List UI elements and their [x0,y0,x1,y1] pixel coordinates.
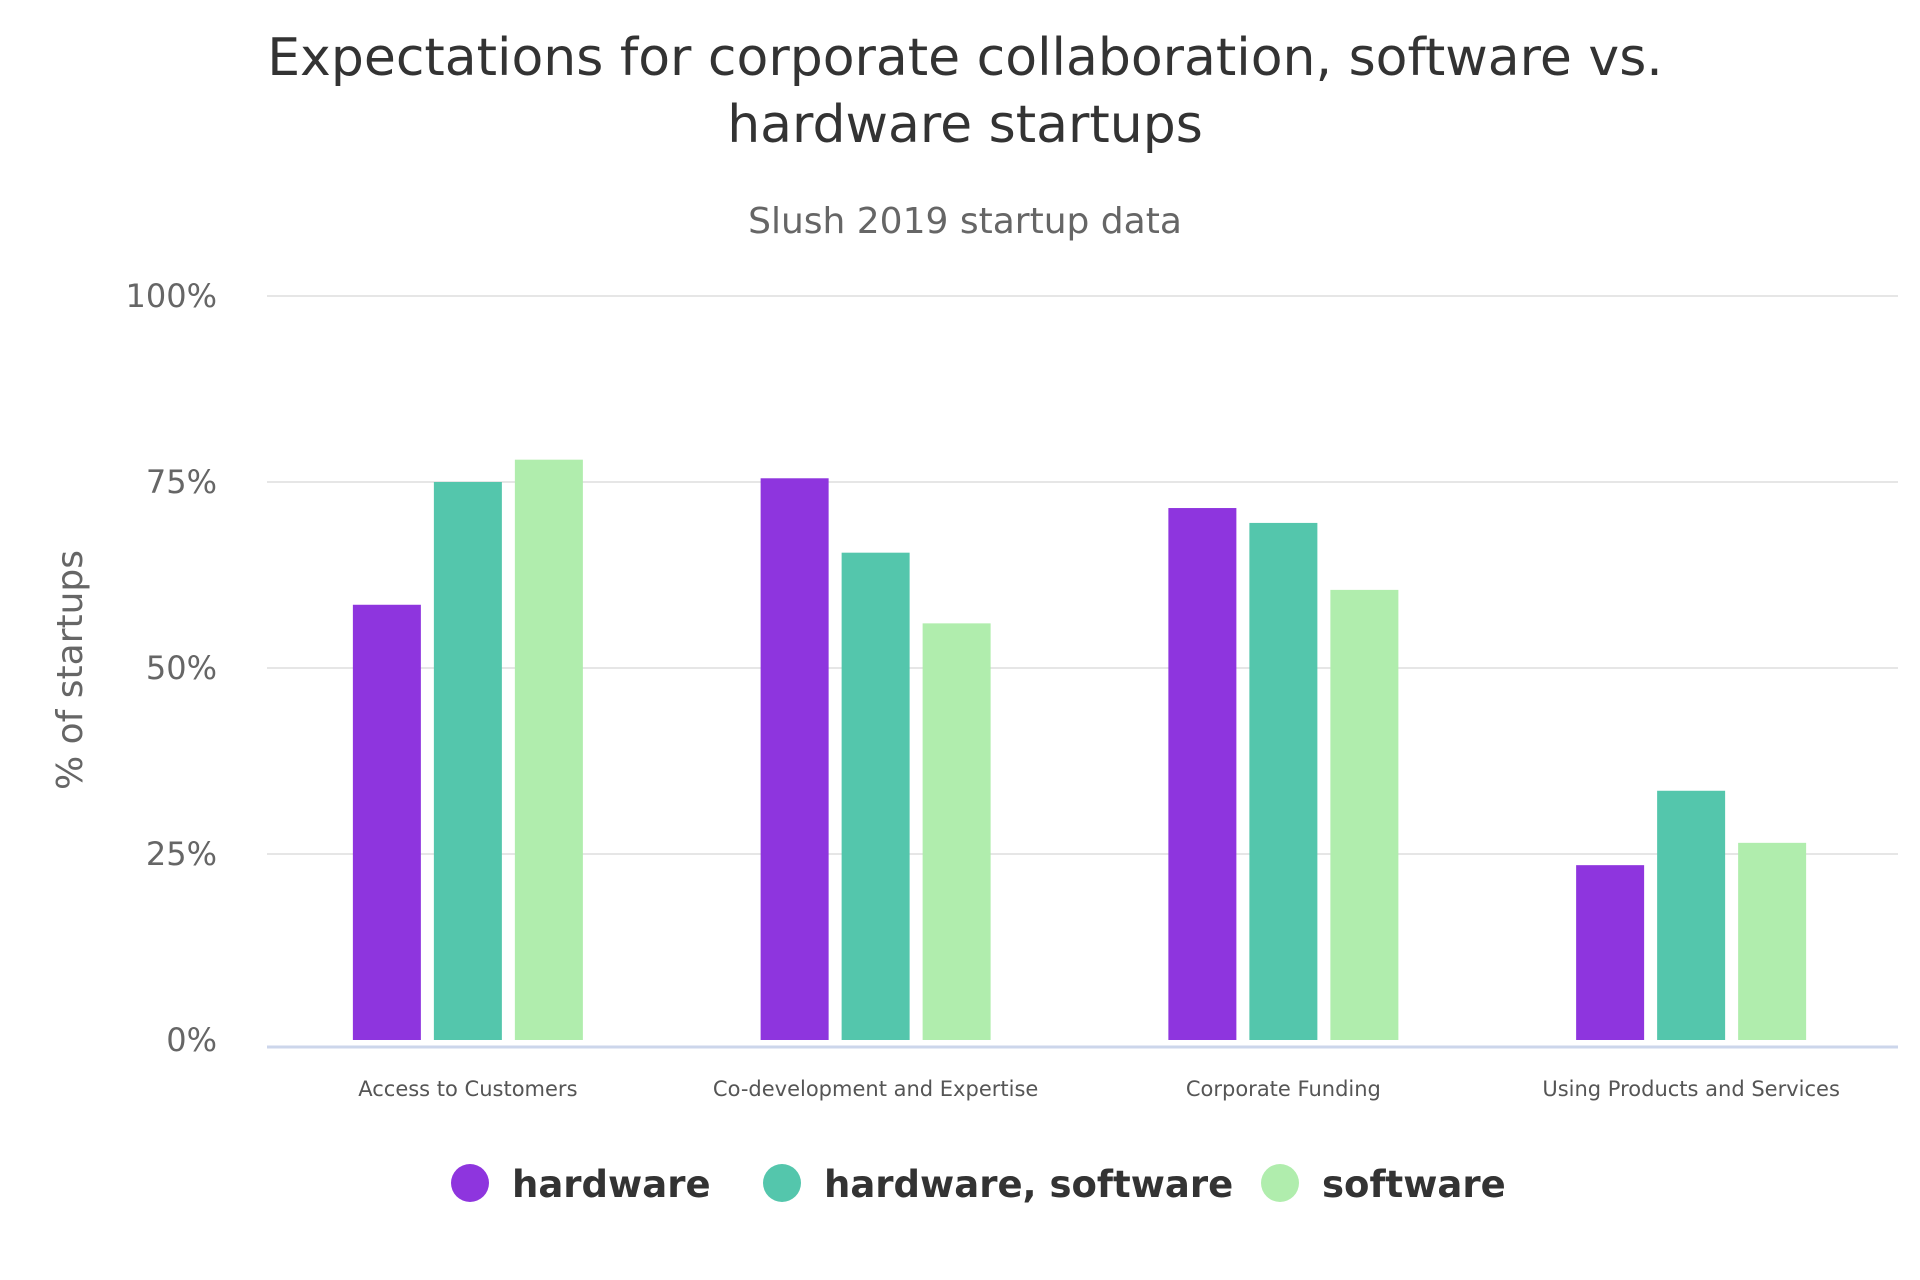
chart-title: Expectations for corporate collaboration… [267,28,1663,155]
x-tick-label: Using Products and Services [1542,1077,1840,1101]
legend-item[interactable]: software [1261,1163,1506,1206]
y-tick-label: 50% [146,649,217,687]
bar-software-4 [1738,842,1807,1040]
bar-hardware-software-4 [1657,790,1726,1040]
x-tick-label: Corporate Funding [1186,1077,1381,1101]
y-tick-label: 75% [146,463,217,501]
y-tick-label: 0% [166,1021,217,1059]
chart-title-line-2: hardware startups [727,95,1203,155]
bar-hardware-4 [1576,865,1645,1040]
bar-hardware-software-3 [1249,522,1318,1040]
legend: hardware hardware, software software [451,1163,1506,1206]
y-gridlines [267,295,1898,855]
x-axis-ticks: Access to Customers Co-development and Ex… [358,1077,1840,1101]
legend-swatch [1261,1164,1299,1202]
legend-item[interactable]: hardware, software [763,1163,1233,1206]
legend-label: hardware [512,1163,711,1206]
bar-software-2 [922,623,991,1040]
x-tick-label: Co-development and Expertise [713,1077,1038,1101]
bars [352,459,1807,1040]
chart-subtitle: Slush 2019 startup data [748,201,1182,242]
y-tick-label: 100% [126,277,217,315]
legend-label: hardware, software [824,1163,1233,1206]
legend-item[interactable]: hardware [451,1163,711,1206]
y-axis-label: % of startups [50,550,91,790]
bar-software-3 [1330,589,1399,1040]
legend-swatch [451,1164,489,1202]
bar-software-1 [514,459,583,1040]
x-tick-label: Access to Customers [358,1077,577,1101]
legend-label: software [1322,1163,1506,1206]
bar-hardware-3 [1168,508,1237,1040]
bar-hardware-software-2 [841,552,910,1040]
bar-hardware-software-1 [433,482,502,1040]
chart-title-line-1: Expectations for corporate collaboration… [267,28,1663,88]
bar-hardware-2 [760,478,829,1040]
y-axis-ticks: 0% 25% 50% 75% 100% [126,277,217,1059]
bar-hardware-1 [352,604,421,1040]
legend-swatch [763,1164,801,1202]
y-tick-label: 25% [146,835,217,873]
